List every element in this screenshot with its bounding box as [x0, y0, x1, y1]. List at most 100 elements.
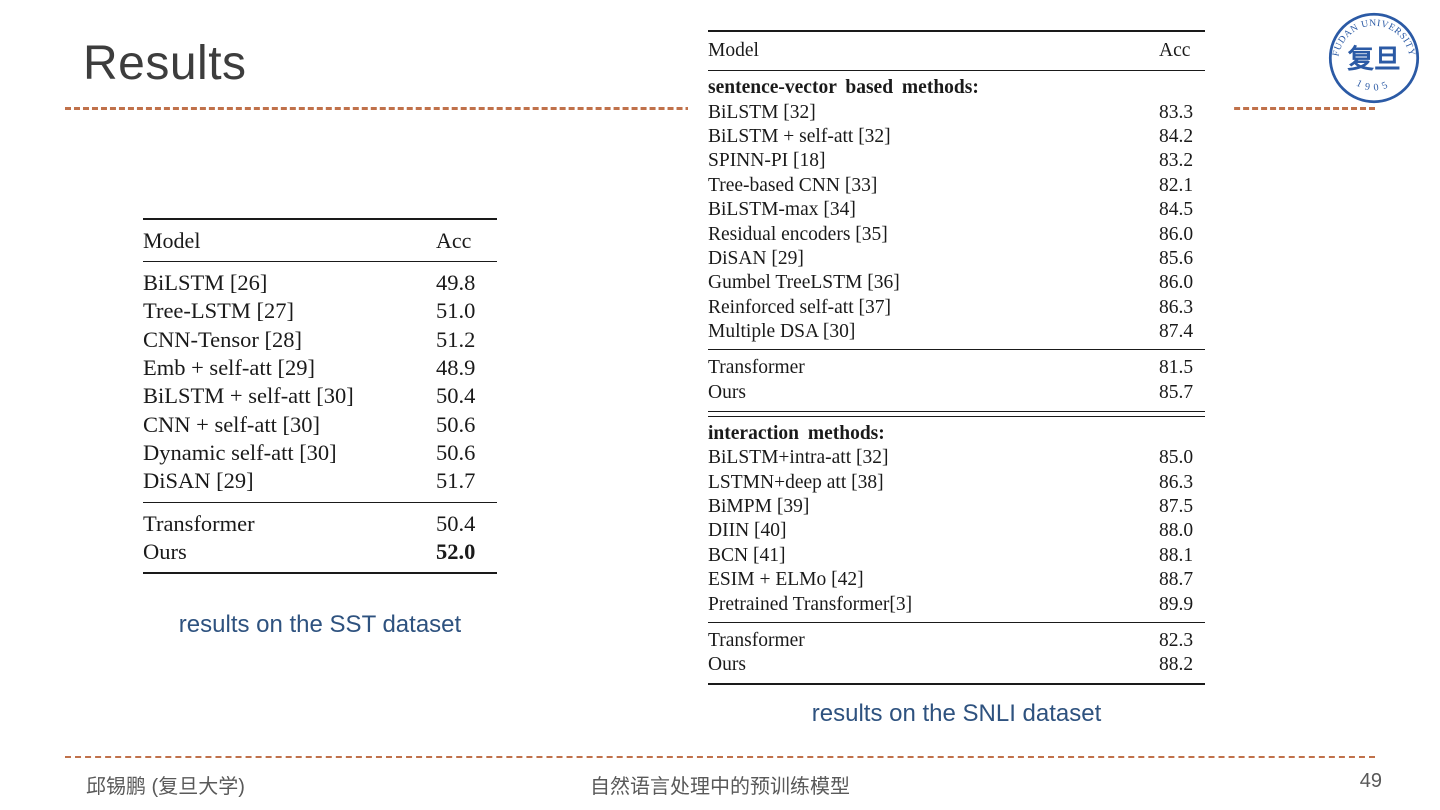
- model-cell: Ours: [708, 654, 746, 676]
- table-row: DiSAN [29] 51.7: [143, 467, 497, 495]
- table-row: Ours 52.0: [143, 538, 497, 566]
- section-label-cell: sentence-vector based methods:: [708, 77, 979, 99]
- sst-caption: results on the SST dataset: [178, 611, 462, 638]
- table-row: Pretrained Transformer[3] 89.9: [708, 592, 1205, 616]
- model-header-cell: Model: [143, 227, 201, 253]
- table-row: DiSAN [29] 85.6: [708, 247, 1205, 271]
- table-row: CNN + self-att [30] 50.6: [143, 410, 497, 438]
- table-group: Transformer 81.5 Ours 85.7: [708, 350, 1205, 411]
- table-row: Transformer 81.5: [708, 356, 1205, 380]
- model-cell: Residual encoders [35]: [708, 223, 888, 245]
- acc-cell: 84.5: [1159, 199, 1194, 221]
- acc-cell: 89.9: [1159, 593, 1194, 615]
- footer: 邱锡鹏 (复旦大学) 自然语言处理中的预训练模型 49: [0, 770, 1440, 800]
- table-rule: [708, 70, 1205, 71]
- model-cell: BiLSTM [32]: [708, 101, 816, 123]
- table-rule: [143, 571, 497, 574]
- table-row: BiLSTM + self-att [32] 84.2: [708, 125, 1205, 149]
- model-cell: ESIM + ELMo [42]: [708, 569, 864, 591]
- acc-cell: 88.2: [1159, 654, 1194, 676]
- table-rule: [708, 621, 1205, 623]
- section-label-row: interaction methods:: [708, 422, 1205, 446]
- acc-cell: 87.5: [1159, 495, 1194, 517]
- model-cell: Pretrained Transformer[3]: [708, 593, 913, 615]
- table-row: Dynamic self-att [30] 50.6: [143, 439, 497, 467]
- acc-cell: 51.2: [436, 326, 476, 352]
- section-label-cell: interaction methods:: [708, 422, 885, 444]
- acc-cell: 85.6: [1159, 247, 1194, 269]
- acc-cell: 82.1: [1159, 174, 1194, 196]
- acc-cell: 88.1: [1159, 544, 1194, 566]
- model-cell: Emb + self-att [29]: [143, 355, 316, 381]
- table-row: Transformer 50.4: [143, 509, 497, 537]
- snli-caption: results on the SNLI dataset: [811, 700, 1102, 727]
- acc-cell: 52.0: [436, 538, 476, 564]
- model-cell: BiLSTM-max [34]: [708, 199, 856, 221]
- table-section: sentence-vector based methods: BiLSTM [32…: [708, 71, 1205, 349]
- table-row: BiLSTM [26] 49.8: [143, 269, 497, 297]
- table-row: LSTMN+deep att [38] 86.3: [708, 470, 1205, 494]
- acc-cell: 86.3: [1159, 471, 1194, 493]
- model-cell: Transformer: [708, 629, 805, 651]
- table-row: Multiple DSA [30] 87.4: [708, 320, 1205, 344]
- table-rule: [708, 30, 1205, 32]
- page-number: 49: [1359, 770, 1382, 792]
- table-row: Tree-LSTM [27] 51.0: [143, 297, 497, 325]
- table-row: DIIN [40] 88.0: [708, 519, 1205, 543]
- table-row: BiLSTM+intra-att [32] 85.0: [708, 446, 1205, 470]
- model-cell: DIIN [40]: [708, 520, 787, 542]
- model-cell: Ours: [708, 381, 746, 403]
- model-cell: Tree-LSTM [27]: [143, 298, 295, 324]
- footer-author: 邱锡鹏 (复旦大学): [86, 776, 245, 798]
- snli-table-container: Model Acc sentence-vector based methods: Bi…: [688, 14, 1233, 690]
- model-cell: Gumbel TreeLSTM [36]: [708, 272, 900, 294]
- acc-cell: 88.0: [1159, 520, 1194, 542]
- acc-cell: 84.2: [1159, 125, 1194, 147]
- acc-cell: 51.0: [436, 298, 476, 324]
- table-rule: [143, 261, 497, 262]
- model-cell: CNN + self-att [30]: [143, 411, 321, 437]
- acc-cell: 85.0: [1159, 447, 1194, 469]
- table-row: Ours 85.7: [708, 381, 1205, 405]
- model-cell: DiSAN [29]: [143, 468, 254, 494]
- model-cell: LSTMN+deep att [38]: [708, 471, 884, 493]
- table-row: Transformer 82.3: [708, 629, 1205, 653]
- table-row: Ours 88.2: [708, 653, 1205, 677]
- acc-cell: 83.2: [1159, 150, 1194, 172]
- acc-cell: 86.0: [1159, 223, 1194, 245]
- acc-cell: 50.6: [436, 439, 476, 465]
- table-header-row: Model Acc: [708, 32, 1205, 70]
- model-cell: CNN-Tensor [28]: [143, 326, 303, 352]
- table-row: Reinforced self-att [37] 86.3: [708, 296, 1205, 320]
- footer-divider: [65, 756, 1375, 758]
- sst-results-table: Model Acc BiLSTM [26] 49.8 Tree-LSTM [27] 51.…: [143, 218, 497, 574]
- table-row: BiLSTM + self-att [30] 50.4: [143, 382, 497, 410]
- model-cell: Transformer: [143, 510, 255, 536]
- model-cell: SPINN-PI [18]: [708, 150, 826, 172]
- acc-cell: 83.3: [1159, 101, 1194, 123]
- table-row: Emb + self-att [29] 48.9: [143, 354, 497, 382]
- acc-cell: 50.6: [436, 411, 476, 437]
- acc-cell: 51.7: [436, 468, 476, 494]
- logo-center-text: 复旦: [1347, 44, 1400, 75]
- table-rule: [143, 218, 497, 220]
- footer-deck-title: 自然语言处理中的预训练模型: [590, 776, 850, 798]
- acc-cell: 50.4: [436, 383, 476, 409]
- model-cell: BiLSTM + self-att [30]: [143, 383, 354, 409]
- model-cell: BiMPM [39]: [708, 495, 810, 517]
- model-cell: Reinforced self-att [37]: [708, 296, 892, 318]
- model-cell: BiLSTM + self-att [32]: [708, 125, 891, 147]
- fudan-logo: FUDAN UNIVERSITY 1905 复旦: [1328, 12, 1420, 104]
- table-row: ESIM + ELMo [42] 88.7: [708, 568, 1205, 592]
- acc-cell: 50.4: [436, 510, 476, 536]
- table-group: Transformer 50.4 Ours 52.0: [143, 503, 497, 572]
- acc-cell: 87.4: [1159, 321, 1194, 343]
- model-cell: BiLSTM [26]: [143, 270, 268, 296]
- table-row: Residual encoders [35] 86.0: [708, 222, 1205, 246]
- model-cell: Dynamic self-att [30]: [143, 439, 337, 465]
- table-row: CNN-Tensor [28] 51.2: [143, 326, 497, 354]
- table-group: BiLSTM [26] 49.8 Tree-LSTM [27] 51.0 CNN-Ten…: [143, 262, 497, 502]
- table-row: SPINN-PI [18] 83.2: [708, 149, 1205, 173]
- model-cell: Tree-based CNN [33]: [708, 174, 878, 196]
